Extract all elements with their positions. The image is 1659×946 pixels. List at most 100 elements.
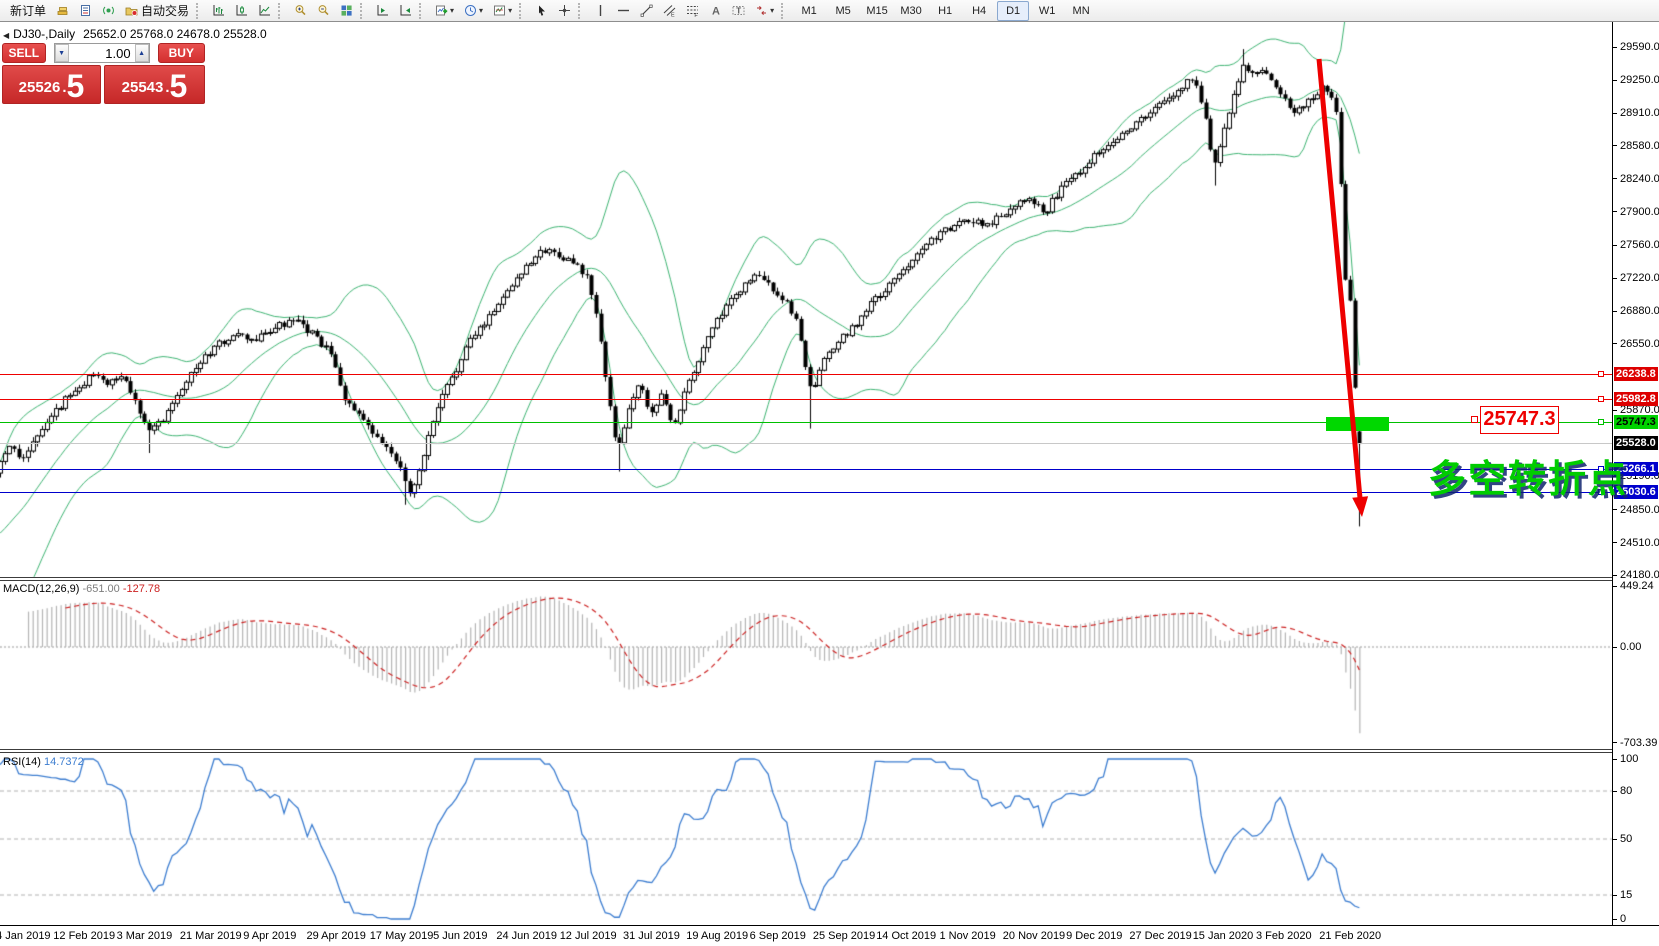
chart-window[interactable]: ◀ DJ30-,Daily 25652.0 25768.0 24678.0 2552… bbox=[0, 22, 1659, 946]
toolbar-button-text-label[interactable]: T bbox=[728, 1, 749, 21]
dropdown-caret-icon[interactable]: ▾ bbox=[770, 6, 775, 15]
toolbar-button-profiles[interactable]: ▾ bbox=[460, 1, 487, 21]
collapse-one-click-icon[interactable]: ◀ bbox=[3, 31, 10, 40]
buy-button[interactable]: BUY bbox=[157, 43, 205, 63]
dropdown-caret-icon[interactable]: ▾ bbox=[450, 6, 455, 15]
svg-text:F: F bbox=[694, 13, 698, 17]
toolbar-button-signals[interactable] bbox=[98, 1, 119, 21]
toolbar-button-chart-template[interactable]: ▾ bbox=[489, 1, 516, 21]
toolbar-button-deposit[interactable] bbox=[52, 1, 73, 21]
price-axis-label: 449.24 bbox=[1620, 580, 1654, 592]
date-axis-label: 24 Jun 2019 bbox=[496, 930, 557, 942]
timeframe-button-M15[interactable]: M15 bbox=[866, 4, 888, 17]
toolbar-button-auto-scroll[interactable] bbox=[395, 1, 416, 21]
price-axis-label: 26880.0 bbox=[1620, 305, 1659, 318]
timeframe-button-H1[interactable]: H1 bbox=[938, 4, 953, 17]
timeframe-button-M1[interactable]: M1 bbox=[801, 4, 817, 17]
axis-tick bbox=[1613, 585, 1617, 587]
horizontal-line-25266.1[interactable] bbox=[0, 469, 1612, 470]
line-end-marker[interactable] bbox=[1598, 419, 1604, 426]
toolbar-button-new-order[interactable]: 新订单 bbox=[3, 1, 50, 21]
price-axis-label: 24850.0 bbox=[1620, 503, 1659, 516]
toolbar-button-horizontal-line[interactable] bbox=[613, 1, 634, 21]
pane-separator-rsi[interactable] bbox=[0, 749, 1659, 753]
price-level-label: 25747.3 bbox=[1614, 415, 1658, 430]
toolbar-button-arrows[interactable]: ▾ bbox=[751, 1, 778, 21]
chart-shift-icon bbox=[377, 5, 389, 16]
toolbar-button-line-chart-mode[interactable] bbox=[254, 1, 275, 21]
price-axis-label: 26550.0 bbox=[1620, 337, 1659, 350]
toolbar-button-reports[interactable] bbox=[75, 1, 96, 21]
horizontal-line-25747.3[interactable] bbox=[0, 422, 1612, 424]
toolbar-button-trendline[interactable] bbox=[636, 1, 657, 21]
toolbar-button-new-chart[interactable]: ▾ bbox=[431, 1, 458, 21]
sell-price-display[interactable]: 25526 . 5 bbox=[2, 65, 101, 104]
price-axis-label: 28580.0 bbox=[1620, 139, 1659, 152]
toolbar-button-bar-chart-mode[interactable] bbox=[208, 1, 229, 21]
price-axis-label: 27900.0 bbox=[1620, 205, 1659, 218]
timeframe-button-W1[interactable]: W1 bbox=[1038, 4, 1056, 17]
sell-price-frac: 5 bbox=[66, 68, 85, 104]
new-chart-icon bbox=[436, 5, 448, 16]
toolbar-button-text[interactable]: A bbox=[705, 1, 726, 21]
price-axis-label: 25870.0 bbox=[1620, 404, 1659, 417]
template-icon bbox=[494, 5, 506, 16]
pivot-annotation-text[interactable]: 多空转折点 bbox=[1428, 459, 1629, 501]
horizontal-line-25030.6[interactable] bbox=[0, 491, 1612, 493]
toolbar-button-candlestick-mode[interactable] bbox=[231, 1, 252, 21]
line-end-marker[interactable] bbox=[1598, 488, 1604, 495]
pane-separator-macd[interactable] bbox=[0, 577, 1659, 581]
macd-signal-value: -127.78 bbox=[122, 583, 161, 595]
dropdown-caret-icon[interactable]: ▾ bbox=[508, 6, 513, 15]
toolbar-button-tile-windows[interactable] bbox=[336, 1, 357, 21]
horizontal-line-26238.8[interactable] bbox=[0, 374, 1612, 376]
toolbar-button-zoom-in[interactable] bbox=[290, 1, 311, 21]
date-axis-label: 29 Apr 2019 bbox=[306, 930, 366, 942]
toolbar-button-fibonacci[interactable]: F bbox=[682, 1, 703, 21]
toolbar-button-cursor[interactable] bbox=[531, 1, 552, 21]
report-icon bbox=[81, 5, 91, 16]
chart-title: ◀ DJ30-,Daily 25652.0 25768.0 24678.0 2552… bbox=[3, 27, 267, 41]
label-icon: T bbox=[732, 6, 745, 16]
line-end-marker[interactable] bbox=[1598, 466, 1604, 472]
line-end-marker[interactable] bbox=[1598, 396, 1604, 403]
toolbar-button-crosshair[interactable] bbox=[554, 1, 575, 21]
toolbar-button-vertical-line[interactable] bbox=[590, 1, 611, 21]
fibonacci-icon: F bbox=[687, 6, 698, 17]
dropdown-caret-icon[interactable]: ▾ bbox=[479, 6, 484, 15]
timeframe-button-M5[interactable]: M5 bbox=[835, 4, 851, 17]
level-callout-label[interactable]: 25747.3 bbox=[1480, 406, 1559, 434]
support-rectangle[interactable] bbox=[1326, 417, 1389, 431]
timeframe-button-D1[interactable]: D1 bbox=[997, 0, 1030, 21]
date-axis-label: 19 Aug 2019 bbox=[686, 930, 749, 942]
timeframe-button-H4[interactable]: H4 bbox=[972, 4, 987, 17]
date-axis-label: 5 Jun 2019 bbox=[433, 930, 488, 942]
line-end-marker[interactable] bbox=[1598, 371, 1604, 378]
volume-input[interactable] bbox=[68, 44, 135, 62]
chart-canvas[interactable] bbox=[0, 22, 1612, 925]
toolbar-button-zoom-out[interactable] bbox=[313, 1, 334, 21]
axis-tick bbox=[1613, 918, 1617, 920]
clock-icon bbox=[465, 5, 477, 16]
buy-price-display[interactable]: 25543 . 5 bbox=[104, 65, 205, 104]
sell-button[interactable]: SELL bbox=[2, 43, 46, 63]
volume-increase-icon[interactable]: ▲ bbox=[134, 44, 149, 62]
toolbar-separator bbox=[781, 2, 790, 19]
price-axis-label: 50 bbox=[1620, 833, 1633, 845]
rsi-name: RSI(14) bbox=[3, 756, 41, 768]
toolbar-button-equidistant-channel[interactable]: E bbox=[659, 1, 680, 21]
timeframe-button-MN[interactable]: MN bbox=[1072, 4, 1090, 17]
horizontal-line-25528[interactable] bbox=[0, 443, 1612, 445]
date-axis-label: 12 Feb 2019 bbox=[53, 930, 116, 942]
date-axis-label: 21 Feb 2020 bbox=[1319, 930, 1382, 942]
horizontal-line-25982.8[interactable] bbox=[0, 399, 1612, 401]
volume-decrease-icon[interactable]: ▼ bbox=[54, 44, 69, 62]
toolbar-button-auto-trading[interactable]: 自动交易 bbox=[121, 1, 193, 21]
axis-tick bbox=[1613, 758, 1617, 760]
timeframe-button-M30[interactable]: M30 bbox=[900, 4, 922, 17]
text-icon: A bbox=[712, 6, 720, 18]
toolbar-button-chart-shift[interactable] bbox=[372, 1, 393, 21]
axis-tick bbox=[1613, 277, 1617, 279]
price-axis[interactable]: 29590.0 29250.0 28910.0 28580.0 28240.0 27900… bbox=[1613, 22, 1659, 925]
